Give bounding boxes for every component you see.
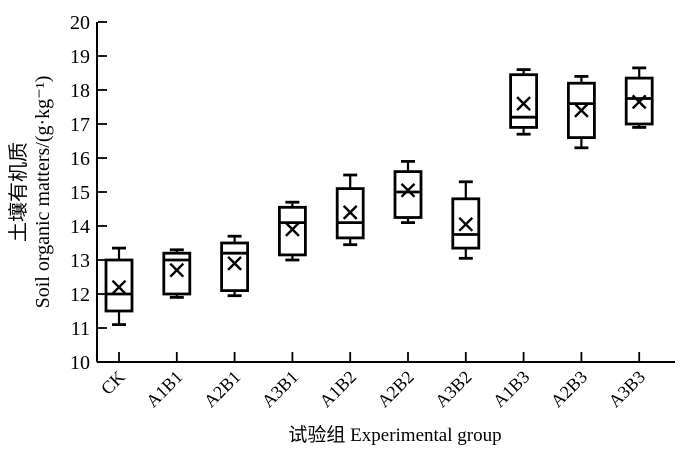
y-tick-label-20: 20 bbox=[70, 12, 90, 34]
mean-marker-A2B1 bbox=[227, 256, 242, 271]
y-tick-label-14: 14 bbox=[70, 216, 90, 238]
mean-marker-A3B1 bbox=[285, 222, 300, 237]
box-A2B2 bbox=[393, 170, 423, 219]
mean-marker-A2B2 bbox=[400, 182, 416, 198]
mean-marker-A1B3 bbox=[516, 96, 531, 111]
y-tick-label-16: 16 bbox=[70, 148, 90, 170]
y-tick-label-13: 13 bbox=[70, 250, 90, 272]
y-axis-title-line1: 土壤有机质 bbox=[7, 142, 30, 242]
y-axis-title-line2: Soil organic matters/(g·kg⁻¹) bbox=[32, 76, 54, 309]
y-tick-label-18: 18 bbox=[70, 80, 90, 102]
y-tick-label-11: 11 bbox=[71, 318, 90, 340]
mean-marker-A3B3 bbox=[631, 94, 647, 110]
box-A2B1 bbox=[220, 241, 250, 292]
y-tick-label-10: 10 bbox=[70, 352, 90, 374]
y-tick-label-17: 17 bbox=[70, 114, 90, 136]
box-CK bbox=[104, 258, 134, 313]
x-axis-title: 试验组 Experimental group bbox=[288, 424, 501, 446]
mean-marker-A1B2 bbox=[342, 205, 358, 220]
y-tick-label-15: 15 bbox=[70, 182, 90, 204]
box-A3B1 bbox=[277, 205, 307, 257]
mean-marker-A2B3 bbox=[574, 103, 589, 118]
mean-marker-CK bbox=[111, 279, 127, 295]
mean-marker-A3B2 bbox=[458, 216, 474, 232]
mean-marker-A1B1 bbox=[169, 262, 185, 278]
box-A1B3 bbox=[509, 73, 539, 129]
y-tick-label-12: 12 bbox=[70, 284, 90, 306]
y-tick-label-19: 19 bbox=[70, 46, 90, 68]
